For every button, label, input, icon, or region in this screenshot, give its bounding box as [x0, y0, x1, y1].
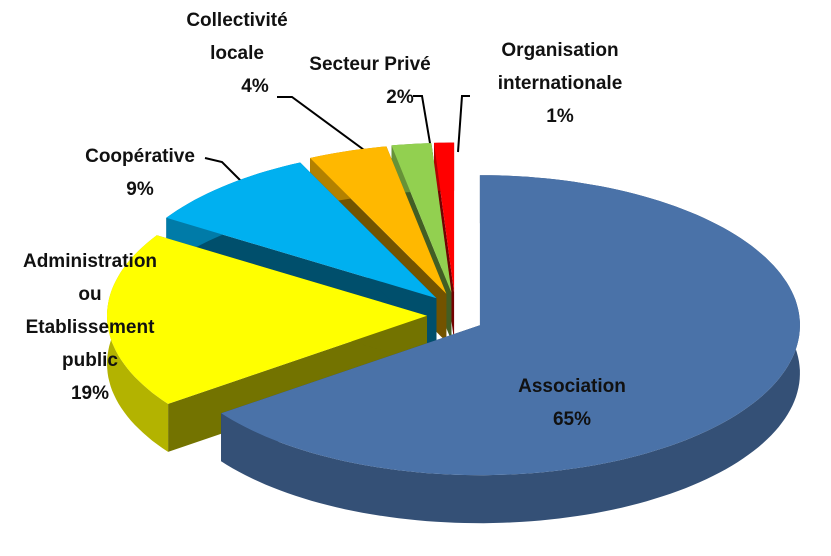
- slice: [221, 175, 800, 524]
- percent-label: 19%: [70, 383, 110, 404]
- data-label: Organisation internationale 1%: [475, 34, 645, 133]
- slice: [310, 146, 447, 294]
- leader-line: [457, 95, 470, 153]
- slice-side: [221, 175, 800, 524]
- category-label: Collectivité locale: [186, 10, 288, 64]
- category-label: Secteur Privé: [309, 54, 431, 75]
- category-label: Association: [518, 376, 626, 397]
- slice: [221, 175, 800, 476]
- category-label: Coopérative: [85, 146, 195, 167]
- data-label: Association 65%: [472, 370, 672, 436]
- data-label: Coopérative 9%: [40, 140, 240, 206]
- slice: [434, 142, 455, 293]
- leader-line: [277, 96, 376, 159]
- slice: [107, 235, 427, 404]
- percent-label: 4%: [241, 76, 269, 97]
- category-label: Administration ou Etablissement public: [22, 251, 158, 371]
- slice: [166, 162, 437, 299]
- slice: [391, 143, 452, 293]
- slice: [107, 235, 428, 452]
- data-label: Administration ou Etablissement public 19…: [15, 245, 165, 410]
- leader-line: [413, 95, 433, 156]
- percent-label: 2%: [386, 87, 414, 108]
- percent-label: 65%: [552, 409, 592, 430]
- leader-line: [204, 157, 247, 187]
- percent-label: 1%: [546, 106, 574, 127]
- percent-label: 9%: [126, 179, 154, 200]
- category-label: Organisation internationale: [497, 40, 623, 94]
- data-label: Collectivité locale 4%: [177, 4, 297, 103]
- data-label: Secteur Privé 2%: [290, 48, 450, 114]
